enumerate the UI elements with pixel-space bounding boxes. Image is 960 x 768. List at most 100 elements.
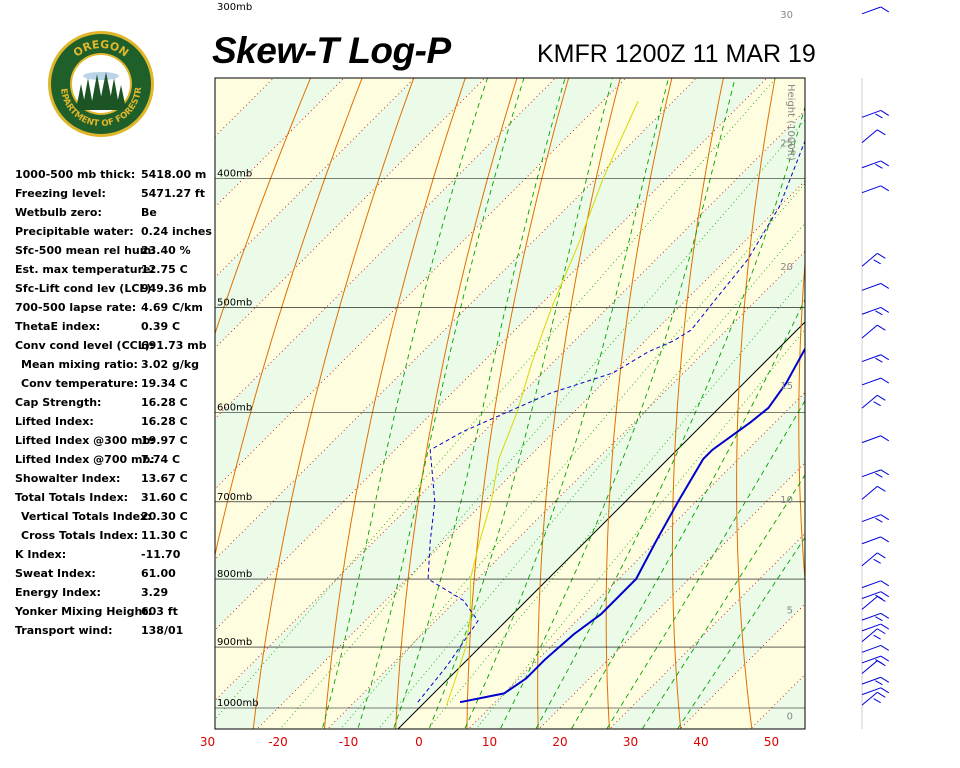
- temperature-band: [257, 181, 805, 729]
- wind-barb-feather: [873, 698, 881, 704]
- wind-barb: [861, 160, 890, 169]
- stat-row: Mean mixing ratio: 3.02 g/kg: [15, 358, 215, 377]
- wind-barb-staff: [861, 469, 881, 478]
- wind-barb-feather: [880, 645, 890, 651]
- wind-barb-feather: [875, 163, 883, 169]
- dry-adiabat-lines: [215, 78, 805, 729]
- wind-barb: [861, 6, 890, 15]
- stat-row: Est. max temperature: 12.75 C: [15, 263, 215, 282]
- stat-value: 31.60 C: [141, 491, 188, 504]
- stat-value: 603 ft: [141, 605, 178, 618]
- stat-label: Total Totals Index:: [15, 491, 129, 504]
- moist-adiabat-line: [321, 78, 488, 729]
- moist-adiabat-line: [464, 78, 670, 729]
- x-tick-label: 0: [415, 735, 423, 749]
- isotherm-lines: [215, 78, 805, 729]
- wind-barb-staff: [861, 691, 878, 706]
- wind-barb: [861, 435, 890, 444]
- wind-barb: [861, 536, 890, 545]
- stat-value: 12.75 C: [141, 263, 188, 276]
- wind-barb-feather: [880, 110, 890, 116]
- isobar-label: 900mb: [217, 637, 252, 648]
- x-tick-label: -20: [268, 735, 288, 749]
- moist-adiabat-line: [641, 474, 805, 729]
- stat-label: Wetbulb zero:: [15, 206, 102, 219]
- isotherm-line: [326, 250, 805, 729]
- stat-row: Cap Strength: 16.28 C: [15, 396, 215, 415]
- wind-barb-feather: [880, 377, 890, 384]
- wind-barb-feather: [875, 310, 883, 316]
- stat-value: 16.28 C: [141, 396, 188, 409]
- wind-barb: [861, 676, 890, 686]
- wind-barb-staff: [861, 109, 881, 118]
- wind-barb-staff: [861, 676, 881, 685]
- isobar-label: 600mb: [217, 403, 252, 414]
- stat-row: Conv cond level (CCL): 691.73 mb: [15, 339, 215, 358]
- dry-adiabat-line: [466, 78, 570, 729]
- wind-barb-feather: [880, 591, 890, 598]
- stat-row: Energy Index: 3.29: [15, 586, 215, 605]
- wind-barb-feather: [880, 655, 890, 662]
- stat-row: Total Totals Index: 31.60 C: [15, 491, 215, 510]
- stat-row: Sfc-Lift cond lev (LCL): 949.36 mb: [15, 282, 215, 301]
- stat-value: 20.30 C: [141, 510, 188, 523]
- wind-barb-staff: [861, 552, 878, 567]
- dry-adiabat-line: [252, 78, 415, 729]
- dry-adiabat-line: [671, 78, 724, 729]
- wind-barb-staff: [861, 283, 881, 291]
- stat-label: Sfc-500 mean rel hum:: [15, 244, 156, 257]
- wind-barb-staff: [861, 252, 878, 267]
- stat-value: 5418.00 m: [141, 168, 207, 181]
- mixing-ratio-label: 0.4: [781, 53, 798, 72]
- moist-adiabat-line: [428, 78, 614, 729]
- isotherm-line: [397, 321, 805, 729]
- stat-row: Freezing level: 5471.27 ft: [15, 187, 215, 206]
- moist-adiabat-line: [570, 298, 805, 729]
- wind-barb-feather: [880, 354, 890, 361]
- isotherm-line: [467, 391, 805, 729]
- wind-barb-feather: [873, 259, 881, 265]
- temperature-band: [215, 78, 556, 419]
- dry-adiabat-line: [605, 78, 673, 729]
- wind-barb: [861, 687, 890, 696]
- wind-barb-feather: [880, 185, 890, 192]
- mixing-ratio-line: [279, 119, 805, 729]
- isobar-label: 700mb: [217, 492, 252, 503]
- stat-value: 19.34 C: [141, 377, 188, 390]
- wind-barb-feather: [880, 676, 890, 683]
- stat-row: Showalter Index: 13.67 C: [15, 472, 215, 491]
- wind-barb-feather: [880, 306, 890, 313]
- stat-row: Sweat Index: 61.00: [15, 567, 215, 586]
- stat-label: Transport wind:: [15, 624, 113, 637]
- wind-barb-staff: [861, 377, 881, 386]
- stat-label: Precipitable water:: [15, 225, 134, 238]
- stat-row: Lifted Index @300 mb: 19.97 C: [15, 434, 215, 453]
- stat-label: Mean mixing ratio:: [21, 358, 138, 371]
- stat-row: Precipitable water: 0.24 inches: [15, 225, 215, 244]
- wind-barb-staff: [861, 394, 878, 409]
- wind-barb-feather: [880, 6, 890, 13]
- stat-label: 1000-500 mb thick:: [15, 168, 136, 181]
- stat-value: 691.73 mb: [141, 339, 207, 352]
- wind-barb: [861, 377, 890, 386]
- x-tick-label: 20: [552, 735, 567, 749]
- stat-label: Freezing level:: [15, 187, 106, 200]
- wind-barb-feather: [880, 435, 890, 442]
- wind-barb: [861, 691, 886, 706]
- wind-barb: [861, 185, 890, 194]
- stat-label: ThetaE index:: [15, 320, 101, 333]
- isotherm-line: [538, 462, 805, 729]
- wind-barb-staff: [861, 644, 881, 653]
- wind-barb-staff: [861, 485, 878, 500]
- isotherm-line: [215, 78, 698, 561]
- dry-adiabat-line: [215, 78, 363, 557]
- wind-barb-staff: [861, 160, 881, 169]
- sounding-indices-panel: 1000-500 mb thick: 5418.00 m Freezing leve…: [15, 168, 215, 643]
- height-tick-label: 25: [780, 139, 793, 150]
- stat-value: 16.28 C: [141, 415, 188, 428]
- wind-barb-feather: [880, 536, 890, 543]
- stat-row: Vertical Totals Index: 20.30 C: [15, 510, 215, 529]
- wind-barb-feather: [877, 252, 886, 259]
- mixing-ratio-line: [377, 222, 805, 729]
- wind-barb-staff: [861, 580, 881, 589]
